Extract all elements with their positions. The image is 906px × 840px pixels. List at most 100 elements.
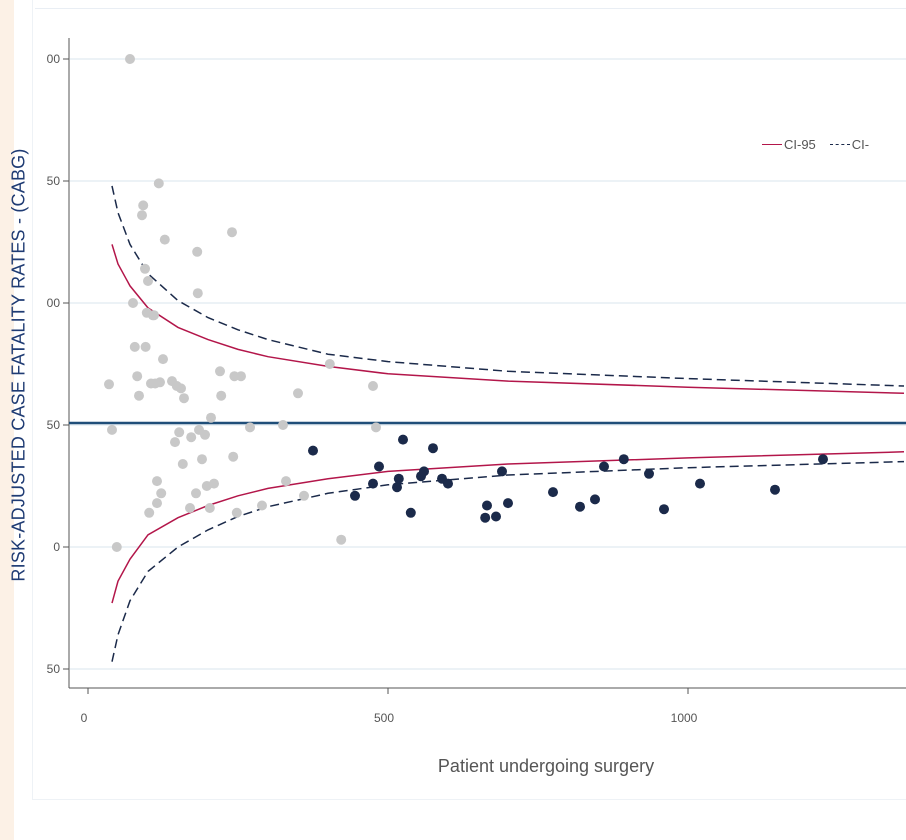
legend-label-ci95: CI-95 [784, 136, 816, 152]
x-tick-label: 500 [374, 711, 394, 725]
legend-swatch-solid [762, 143, 782, 145]
scatter-point-grey [216, 390, 227, 401]
grid-layer [70, 58, 906, 670]
scatter-point-grey [192, 288, 203, 299]
scatter-point-grey [174, 427, 185, 438]
scatter-point-grey [206, 412, 216, 423]
scatter-point-grey [140, 341, 151, 352]
point-layer [104, 54, 828, 552]
scatter-point-navy [659, 504, 669, 515]
scatter-point-grey [204, 503, 215, 513]
scatter-point-grey [209, 478, 219, 489]
legend: CI-95 CI- [762, 134, 906, 154]
scatter-point-navy [368, 478, 378, 489]
scatter-point-navy [503, 498, 513, 509]
legend-item-ci95: CI-95 [762, 137, 816, 152]
scatter-point-grey [200, 429, 210, 440]
curve-layer [69, 185, 906, 662]
scatter-point-grey [125, 54, 135, 64]
scatter-point-grey [278, 420, 288, 430]
x-tick-label: 0 [81, 711, 88, 725]
scatter-point-navy [497, 466, 507, 477]
scatter-point-navy [599, 461, 609, 472]
scatter-point-grey [152, 498, 162, 509]
scatter-point-grey [159, 234, 170, 245]
scatter-point-grey [368, 381, 378, 391]
scatter-point-grey [192, 246, 203, 257]
y-tick-label: 50 [47, 418, 61, 432]
scatter-point-navy [405, 507, 416, 518]
scatter-point-grey [137, 210, 147, 221]
scatter-point-grey [324, 359, 335, 369]
scatter-point-grey [144, 507, 155, 518]
scatter-point-grey [227, 227, 237, 238]
scatter-point-grey [153, 178, 164, 189]
scatter-point-grey [215, 366, 225, 377]
scatter-point-grey [158, 354, 168, 365]
scatter-point-grey [156, 488, 167, 499]
scatter-point-grey [170, 437, 180, 448]
scatter-point-grey [128, 298, 138, 308]
scatter-point-grey [236, 371, 246, 382]
ci-curve-solid-lower [111, 451, 905, 604]
scatter-point-grey [143, 276, 153, 286]
scatter-point-grey [257, 500, 267, 511]
scatter-point-grey [186, 432, 197, 443]
scatter-point-navy [443, 478, 453, 489]
y-tick-label: 0 [53, 540, 60, 554]
scatter-point-grey [152, 476, 162, 487]
top-border [35, 8, 906, 9]
scatter-point-grey [176, 383, 186, 394]
scatter-point-grey [371, 422, 381, 433]
scatter-point-grey [228, 451, 239, 462]
scatter-point-grey [191, 488, 201, 499]
scatter-point-grey [299, 490, 309, 501]
scatter-point-grey [149, 310, 159, 321]
scatter-point-grey [155, 377, 165, 388]
y-tick-label: 00 [47, 52, 61, 66]
scatter-point-grey [138, 200, 149, 211]
legend-swatch-dashed [829, 143, 850, 145]
scatter-point-navy [548, 487, 558, 498]
scatter-point-grey [129, 341, 140, 352]
ci-curve-solid-upper [111, 244, 905, 395]
scatter-point-navy [398, 434, 408, 445]
scatter-point-grey [185, 503, 195, 513]
scatter-point-grey [293, 388, 303, 399]
scatter-point-navy [818, 454, 828, 465]
scatter-point-grey [140, 263, 150, 274]
scatter-point-grey [177, 459, 188, 469]
scatter-point-navy [644, 468, 654, 479]
left-margin-strip [0, 0, 14, 840]
scatter-point-navy [374, 461, 384, 472]
scatter-point-grey [104, 379, 114, 390]
scatter-point-navy [491, 511, 501, 522]
ci-curve-dashed-lower [111, 460, 905, 662]
scatter-point-grey [132, 371, 143, 382]
scatter-point-navy [770, 484, 780, 495]
scatter-point-navy [482, 500, 492, 511]
plot-frame [32, 0, 906, 800]
x-axis-label: Patient undergoing surgery [437, 756, 655, 776]
scatter-point-navy [695, 478, 705, 489]
scatter-point-navy [480, 512, 491, 523]
scatter-point-navy [393, 473, 404, 484]
scatter-point-grey [111, 542, 122, 552]
scatter-point-grey [281, 476, 291, 487]
scatter-point-navy [308, 445, 318, 456]
scatter-point-navy [590, 494, 600, 505]
ci-curve-dashed-upper [111, 185, 905, 387]
scatter-point-navy [350, 490, 360, 501]
scatter-point-grey [134, 390, 144, 401]
x-tick-label: 1000 [671, 711, 698, 725]
y-tick-label: 00 [47, 296, 61, 310]
legend-label-ci-dashed: CI- [851, 136, 870, 152]
scatter-point-navy [618, 454, 629, 465]
y-tick-label: 50 [47, 662, 61, 676]
scatter-point-grey [336, 534, 347, 545]
scatter-point-navy [392, 482, 402, 493]
scatter-point-grey [107, 424, 117, 435]
scatter-point-grey [231, 507, 242, 518]
